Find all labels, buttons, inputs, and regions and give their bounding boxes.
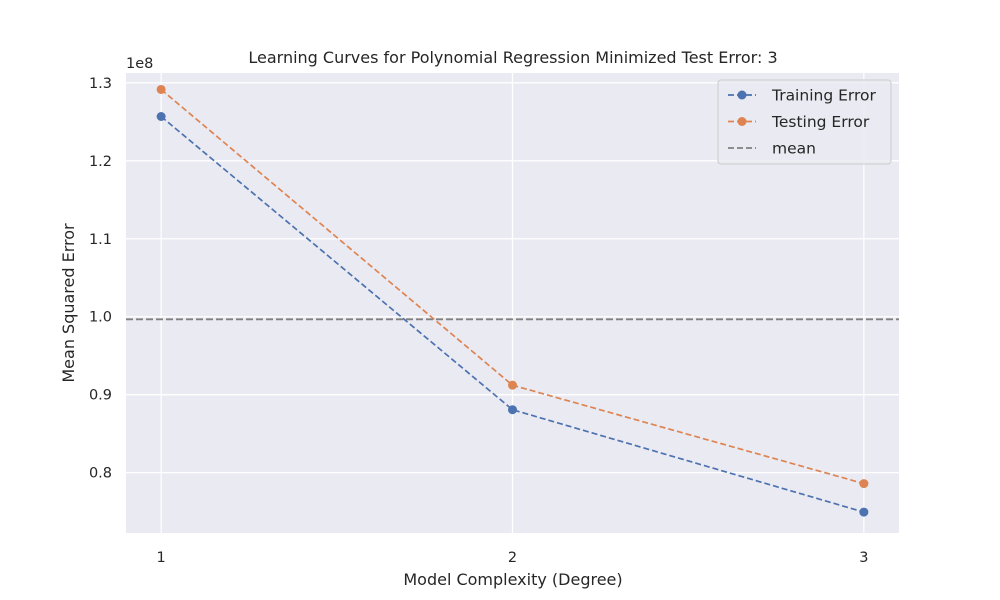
x-tick-label: 1 (157, 550, 166, 566)
y-tick-label: 1.3 (89, 76, 112, 92)
y-offset-label: 1e8 (126, 56, 153, 72)
legend-label-training-error: Training Error (771, 87, 876, 105)
legend-label-testing-error: Testing Error (771, 113, 870, 131)
y-tick-label: 1.2 (89, 154, 112, 170)
training-error-point (508, 405, 517, 415)
training-error-point (156, 112, 166, 122)
testing-error-point (859, 479, 869, 489)
y-tick-label: 0.8 (89, 466, 112, 482)
x-tick-label: 3 (859, 550, 868, 566)
legend: Training Error Testing Error mean (717, 79, 892, 165)
y-axis-label: Mean Squared Error (59, 223, 78, 383)
legend-marker-training-error (737, 90, 747, 100)
y-tick-label: 0.9 (89, 388, 112, 404)
x-tick-label: 2 (508, 550, 517, 566)
legend-box (717, 79, 892, 165)
series-group (156, 84, 869, 517)
training-error-point (859, 507, 869, 517)
x-axis-label: Model Complexity (Degree) (403, 570, 622, 589)
y-ticks: 0.8 0.9 1.0 1.1 1.2 1.3 (89, 76, 112, 482)
testing-error-point (156, 84, 166, 94)
chart-title: Learning Curves for Polynomial Regressio… (248, 48, 777, 67)
legend-marker-testing-error (737, 117, 747, 126)
y-tick-label: 1.0 (89, 310, 112, 326)
x-ticks: 1 2 3 (157, 550, 869, 566)
legend-label-mean: mean (772, 140, 816, 158)
testing-error-point (508, 380, 517, 390)
y-tick-label: 1.1 (89, 232, 112, 248)
